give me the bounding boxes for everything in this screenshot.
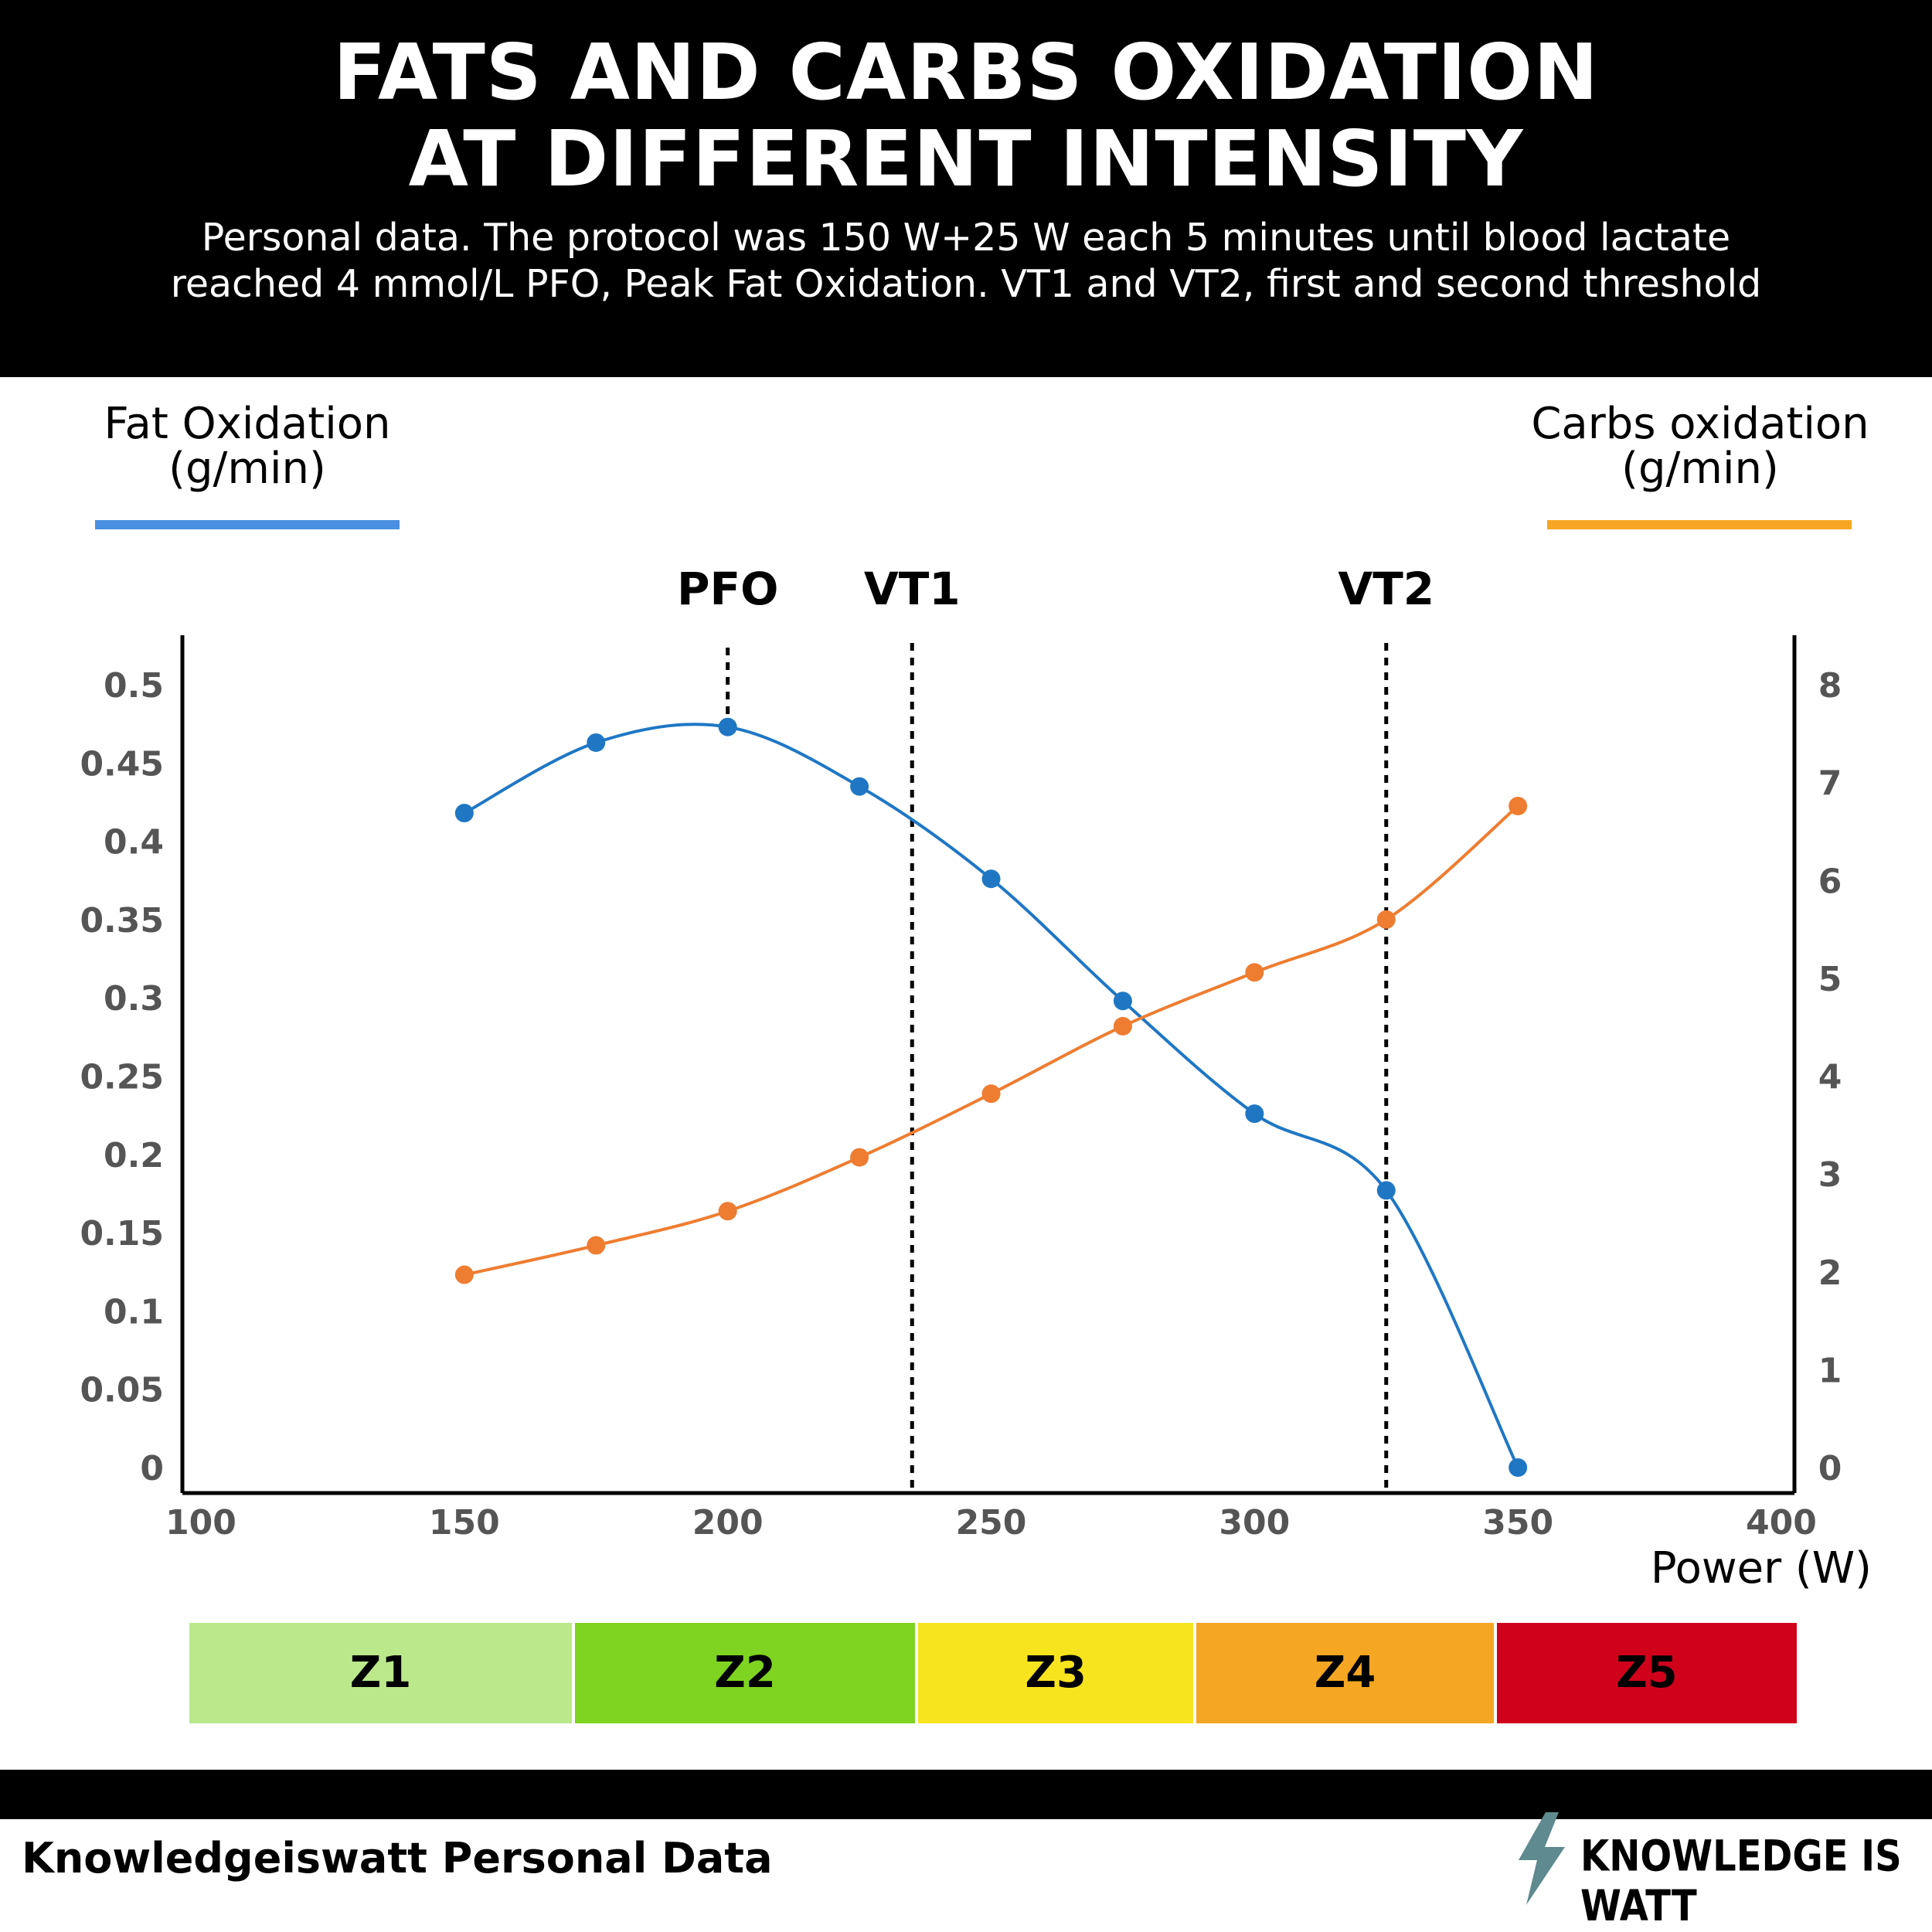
x-tick-label: 400 [1746, 1503, 1817, 1543]
carbs-data-point [1509, 797, 1528, 816]
brand-logo: KNOWLEDGE IS WATT [1511, 1812, 1928, 1931]
y-right-tick-label: 8 [1818, 666, 1842, 706]
y-left-tick-label: 0.4 [104, 823, 164, 862]
left-axis-legend-text: Fat Oxidation (g/min) [104, 399, 391, 494]
y-right-tick-label: 2 [1818, 1253, 1842, 1293]
zone-z5: Z5 [1496, 1623, 1797, 1723]
footer-band [0, 1770, 1932, 1819]
y-right-tick-label: 5 [1818, 960, 1842, 999]
y-left-tick-label: 0 [140, 1449, 164, 1488]
fat-data-point [587, 733, 606, 752]
header-band: FATS AND CARBS OXIDATION AT DIFFERENT IN… [0, 0, 1932, 377]
fat-data-point [1245, 1104, 1264, 1124]
right-axis-legend-text: Carbs oxidation (g/min) [1531, 399, 1869, 494]
lightning-bolt-icon [1519, 1812, 1565, 1905]
carbs-data-point [718, 1202, 737, 1221]
y-right-tick-label: 3 [1818, 1155, 1842, 1195]
carbs-data-point [454, 1265, 474, 1284]
x-tick-label: 200 [692, 1503, 764, 1543]
page-subtitle: Personal data. The protocol was 150 W+25… [170, 216, 1762, 306]
right-axis-legend-label: Carbs oxidation (g/min) [1499, 402, 1901, 492]
y-left-tick-label: 0.3 [104, 979, 164, 1019]
carbs-data-point [1376, 910, 1396, 929]
carbs-data-point [981, 1084, 1001, 1104]
marker-label-pfo: PFO [677, 563, 778, 615]
y-right-tick-label: 6 [1818, 862, 1842, 901]
fat-data-point [1509, 1458, 1528, 1477]
fat-data-point [1113, 992, 1132, 1011]
zone-z2: Z2 [575, 1623, 915, 1723]
brand-name: KNOWLEDGE IS WATT [1580, 1832, 1902, 1931]
footer-credit: Knowledgeiswatt Personal Data [22, 1834, 773, 1883]
y-right-tick-label: 7 [1818, 764, 1842, 804]
zone-z1: Z1 [189, 1623, 573, 1723]
fat-data-point [850, 777, 869, 796]
fat-legend-swatch [95, 520, 400, 529]
fat-data-point [454, 804, 474, 823]
carbs-data-point [1245, 963, 1264, 982]
fat-data-point [718, 717, 737, 736]
page-title-line-2: AT DIFFERENT INTENSITY [408, 114, 1524, 204]
carbs-data-point [1113, 1016, 1132, 1036]
page-title-line-1: FATS AND CARBS OXIDATION [333, 27, 1599, 117]
y-right-tick-label: 0 [1818, 1449, 1842, 1488]
y-left-tick-label: 0.5 [104, 666, 164, 706]
y-left-tick-label: 0.35 [80, 901, 164, 940]
marker-label-vt2: VT2 [1338, 563, 1434, 615]
carbs-data-point [587, 1236, 606, 1255]
x-tick-label: 150 [429, 1503, 500, 1543]
zone-z4: Z4 [1196, 1623, 1494, 1723]
x-tick-label: 250 [956, 1503, 1027, 1543]
y-left-tick-label: 0.1 [104, 1292, 164, 1332]
x-tick-label: 100 [165, 1503, 236, 1543]
x-axis-label: Power (W) [1651, 1543, 1872, 1594]
y-left-tick-label: 0.15 [80, 1214, 164, 1253]
fat-data-point [981, 869, 1001, 889]
y-right-tick-label: 4 [1818, 1058, 1842, 1097]
y-left-tick-label: 0.45 [80, 744, 164, 784]
carbs-legend-swatch [1547, 520, 1852, 529]
y-right-tick-label: 1 [1818, 1351, 1842, 1390]
fat-data-point [1376, 1181, 1396, 1200]
y-left-tick-label: 0.25 [80, 1058, 164, 1097]
left-axis-legend-label: Fat Oxidation (g/min) [85, 402, 410, 492]
y-left-tick-label: 0.2 [104, 1136, 164, 1175]
carbs-data-point [850, 1148, 869, 1167]
x-tick-label: 300 [1219, 1503, 1290, 1543]
training-zones-bar: Z1 Z2 Z3 Z4 Z5 [189, 1623, 1797, 1723]
zone-z3: Z3 [917, 1623, 1194, 1723]
marker-label-vt1: VT1 [864, 563, 961, 615]
y-left-tick-label: 0.05 [80, 1371, 164, 1410]
x-tick-label: 350 [1482, 1503, 1553, 1543]
